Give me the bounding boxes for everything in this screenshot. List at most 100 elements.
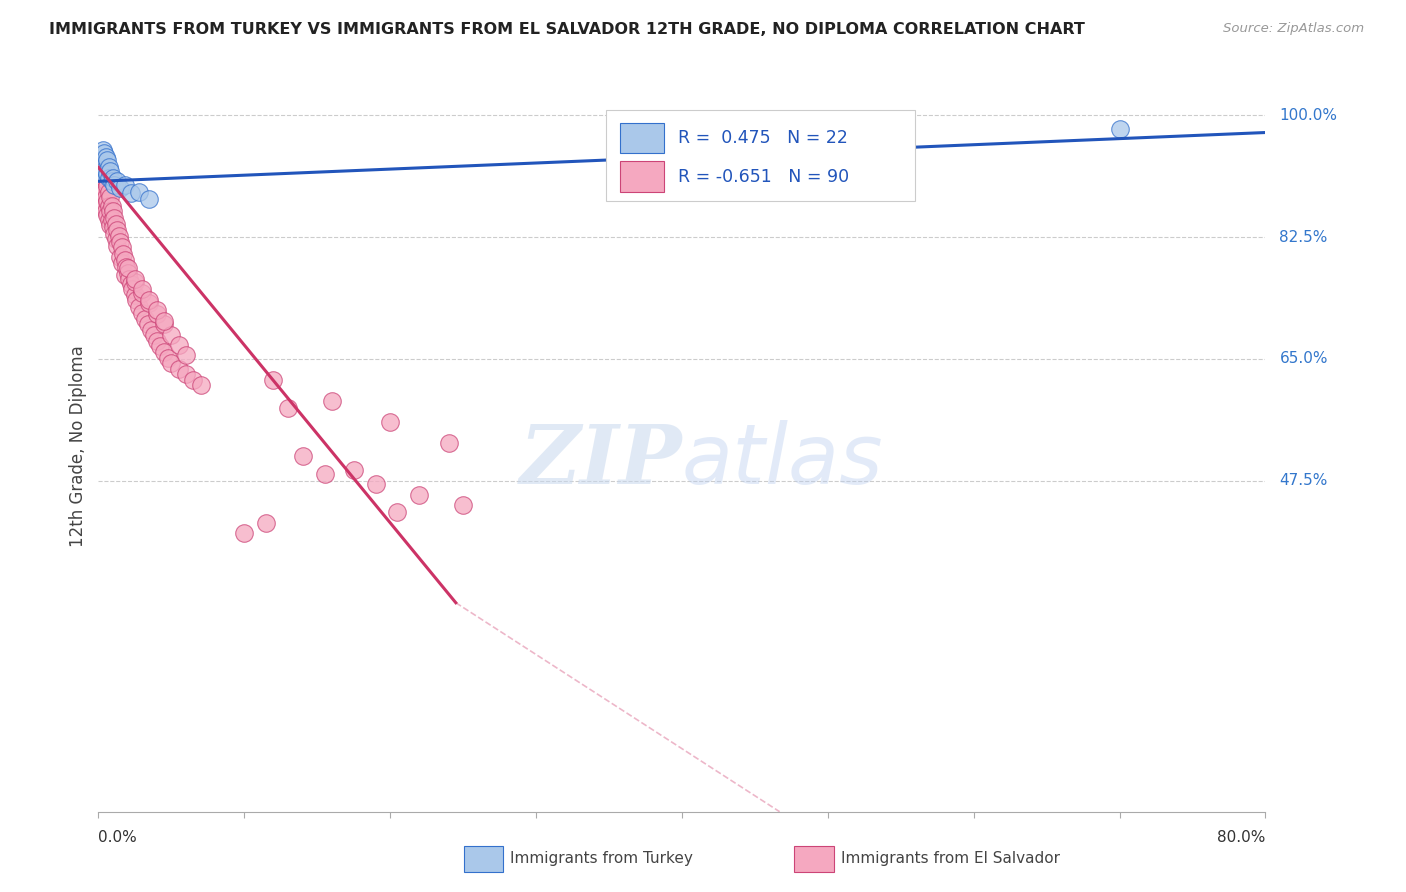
Point <box>91 164 114 178</box>
Point <box>174 348 197 362</box>
Point <box>121 282 143 296</box>
FancyBboxPatch shape <box>620 123 665 153</box>
Point <box>94 150 117 164</box>
Point <box>97 212 120 227</box>
Point <box>160 356 183 370</box>
Point <box>291 450 314 464</box>
Point <box>96 153 118 168</box>
Point <box>131 285 153 300</box>
Point <box>167 338 190 352</box>
Point <box>91 143 114 157</box>
Text: atlas: atlas <box>682 420 883 501</box>
Point <box>115 260 138 274</box>
Point <box>96 208 118 222</box>
Point <box>181 373 204 387</box>
Point <box>103 211 125 226</box>
Point <box>408 488 430 502</box>
Point <box>112 247 135 261</box>
Point <box>138 296 160 310</box>
Text: Immigrants from Turkey: Immigrants from Turkey <box>510 852 693 866</box>
Point <box>120 277 142 291</box>
Point <box>254 516 277 530</box>
Point <box>120 186 142 201</box>
Point <box>110 250 132 264</box>
Point <box>451 498 474 512</box>
Point <box>314 467 336 481</box>
Point <box>103 227 125 241</box>
Point <box>128 185 150 199</box>
Point <box>96 194 118 209</box>
Point <box>138 293 160 307</box>
Text: 82.5%: 82.5% <box>1279 229 1327 244</box>
Point <box>93 186 115 201</box>
Point <box>262 373 284 387</box>
Point <box>114 178 136 192</box>
Point <box>96 179 118 194</box>
Point <box>124 275 146 289</box>
Y-axis label: 12th Grade, No Diploma: 12th Grade, No Diploma <box>69 345 87 547</box>
Text: R =  0.475   N = 22: R = 0.475 N = 22 <box>679 129 848 147</box>
Text: Immigrants from El Salvador: Immigrants from El Salvador <box>841 852 1060 866</box>
Text: Source: ZipAtlas.com: Source: ZipAtlas.com <box>1223 22 1364 36</box>
Point <box>153 317 176 331</box>
Point <box>153 313 176 327</box>
Point <box>104 217 127 231</box>
Point <box>131 306 153 320</box>
Point <box>233 526 256 541</box>
Text: 65.0%: 65.0% <box>1279 351 1327 367</box>
Point <box>96 167 118 181</box>
Point <box>149 339 172 353</box>
Point <box>138 192 160 206</box>
Text: R = -0.651   N = 90: R = -0.651 N = 90 <box>679 168 849 186</box>
Point <box>114 268 136 283</box>
Point <box>174 368 197 382</box>
Point <box>111 256 134 270</box>
Point <box>93 146 115 161</box>
Point <box>146 303 169 318</box>
Point <box>90 164 112 178</box>
Point <box>93 170 115 185</box>
Point <box>94 164 117 178</box>
Point <box>378 415 402 429</box>
Point <box>94 190 117 204</box>
Point <box>94 174 117 188</box>
Point <box>101 204 124 219</box>
FancyBboxPatch shape <box>620 161 665 192</box>
Point <box>97 170 120 185</box>
Point <box>91 195 114 210</box>
Point <box>134 311 156 326</box>
Point <box>128 300 150 314</box>
Point <box>100 212 122 227</box>
Point <box>111 240 134 254</box>
FancyBboxPatch shape <box>606 110 915 201</box>
Point <box>190 378 212 392</box>
Point <box>93 199 115 213</box>
Point <box>108 229 131 244</box>
Point <box>114 252 136 267</box>
Point <box>118 272 141 286</box>
Point <box>98 218 121 232</box>
Point <box>101 170 124 185</box>
Point <box>146 334 169 348</box>
Point <box>343 463 366 477</box>
Text: 47.5%: 47.5% <box>1279 474 1327 488</box>
Point <box>364 477 387 491</box>
Point <box>153 345 176 359</box>
Point <box>110 181 132 195</box>
Point <box>160 327 183 342</box>
Point <box>277 401 299 415</box>
Point <box>124 288 146 302</box>
Point <box>110 235 132 249</box>
Point <box>437 435 460 450</box>
Point <box>125 293 148 308</box>
Point <box>157 351 180 365</box>
Text: 0.0%: 0.0% <box>98 830 138 845</box>
Point <box>105 223 128 237</box>
Point <box>101 219 124 234</box>
Point <box>98 190 121 204</box>
Text: 80.0%: 80.0% <box>1218 830 1265 845</box>
Point <box>100 174 122 188</box>
Point <box>321 393 343 408</box>
Point <box>136 317 159 331</box>
Point <box>103 178 125 192</box>
